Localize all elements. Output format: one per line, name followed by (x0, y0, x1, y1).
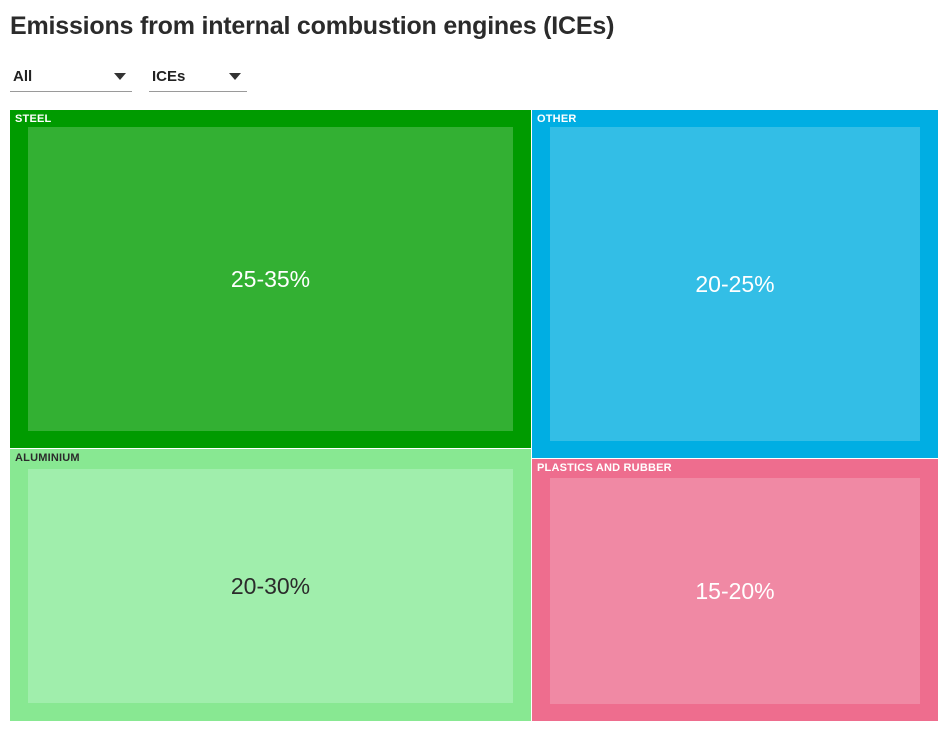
chevron-down-icon (114, 73, 126, 80)
tile-inner-aluminium: 20-30% (28, 469, 513, 703)
tile-inner-steel: 25-35% (28, 127, 513, 431)
tile-other[interactable]: OTHER 20-25% (532, 110, 938, 458)
vehicle-type-dropdown[interactable]: ICEs (149, 62, 247, 92)
tile-value-plastics-and-rubber: 15-20% (695, 577, 775, 604)
tile-inner-plastics-and-rubber: 15-20% (550, 478, 920, 704)
vehicle-type-dropdown-value: ICEs (152, 68, 186, 85)
tile-label-aluminium: ALUMINIUM (15, 452, 80, 464)
tile-value-aluminium: 20-30% (230, 572, 311, 599)
chevron-down-icon (229, 73, 241, 80)
region-dropdown-value: All (13, 68, 33, 85)
tile-value-other: 20-25% (695, 270, 775, 297)
tile-plastics-and-rubber[interactable]: PLASTICS AND RUBBER 15-20% (532, 459, 938, 721)
tile-inner-other: 20-25% (550, 127, 920, 441)
tile-label-other: OTHER (537, 113, 577, 125)
page-title: Emissions from internal combustion engin… (10, 12, 615, 40)
tile-aluminium[interactable]: ALUMINIUM 20-30% (10, 449, 531, 721)
tile-label-steel: STEEL (15, 113, 52, 125)
region-dropdown[interactable]: All (10, 62, 132, 92)
tile-value-steel: 25-35% (230, 265, 311, 292)
tile-steel[interactable]: STEEL 25-35% (10, 110, 531, 448)
tile-label-plastics-and-rubber: PLASTICS AND RUBBER (537, 462, 672, 474)
